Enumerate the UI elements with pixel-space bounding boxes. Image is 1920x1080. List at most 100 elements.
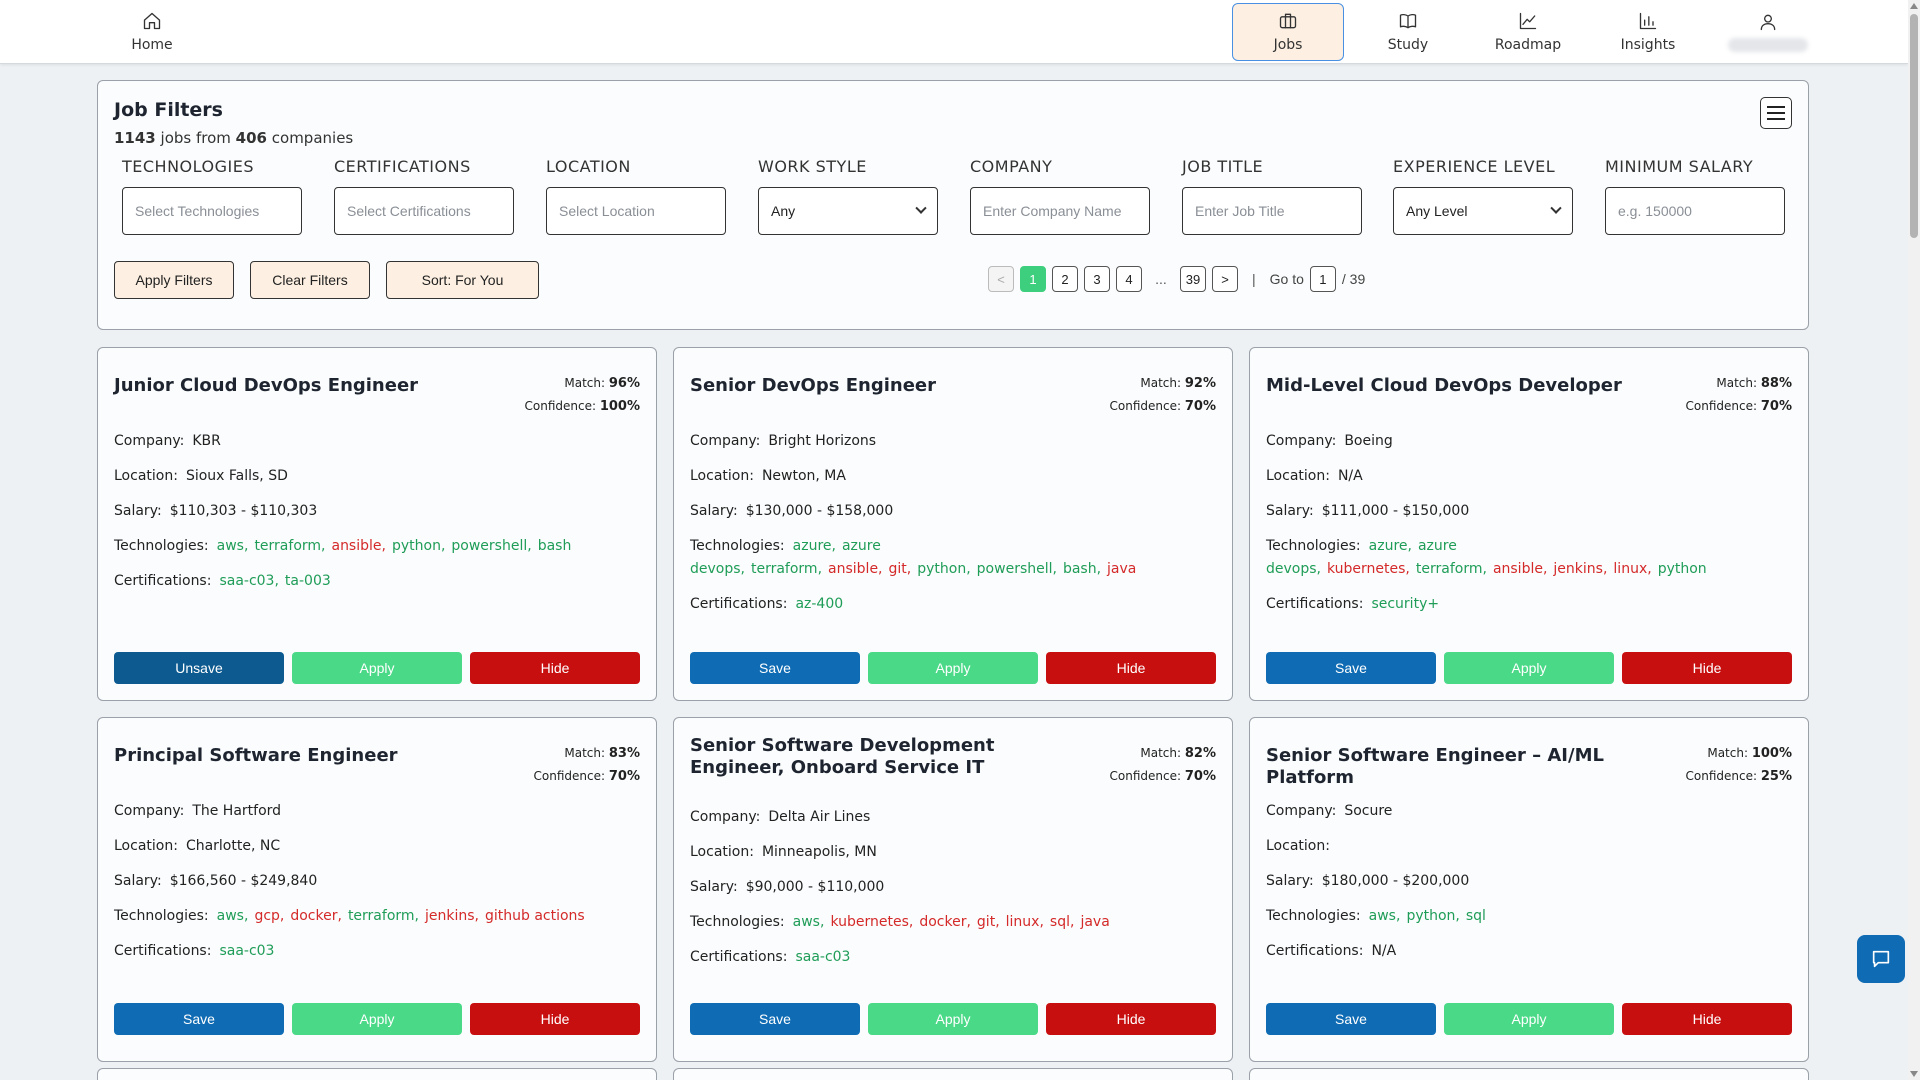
salary-input[interactable]: e.g. 150000 (1605, 187, 1785, 235)
page-button-2[interactable]: 2 (1052, 266, 1078, 292)
page-button-4[interactable]: 4 (1116, 266, 1142, 292)
experience-select[interactable]: Any Level (1393, 187, 1573, 235)
match-value: 100% (1751, 746, 1792, 761)
match-score: Match: 96% (525, 372, 640, 395)
hide-button[interactable]: Hide (470, 652, 640, 684)
certifications-input[interactable]: Select Certifications (334, 187, 514, 235)
nav-roadmap[interactable]: Roadmap (1472, 3, 1584, 61)
certifications-label: CERTIFICATIONS (334, 157, 471, 176)
confidence-value: 70% (1184, 399, 1216, 414)
job-company-value: The Hartford (192, 803, 282, 819)
location-field: LOCATION Select Location (546, 157, 726, 235)
salary-label: MINIMUM SALARY (1605, 157, 1754, 176)
apply-button[interactable]: Apply (868, 1003, 1038, 1035)
work-style-select[interactable]: Any (758, 187, 938, 235)
job-company-value: Boeing (1344, 433, 1393, 449)
job-title[interactable]: Principal Software Engineer (114, 745, 398, 766)
experience-field: EXPERIENCE LEVEL Any Level (1393, 157, 1573, 235)
job-title[interactable]: Senior DevOps Engineer (690, 375, 936, 396)
match-value: 92% (1184, 376, 1216, 391)
match-score: Match: 92% (1110, 372, 1216, 395)
location-input[interactable]: Select Location (546, 187, 726, 235)
job-technologies: Technologies: aws, terraform, ansible, pytho… (114, 535, 642, 558)
nav-insights[interactable]: Insights (1592, 3, 1704, 61)
save-button[interactable]: Save (1266, 1003, 1436, 1035)
job-company-value: KBR (192, 433, 221, 449)
hide-button[interactable]: Hide (470, 1003, 640, 1035)
technology-tag: sql, (1049, 914, 1075, 930)
clear-filters-button[interactable]: Clear Filters (250, 261, 370, 299)
technology-tag: python, (391, 538, 446, 554)
prev-page-button[interactable]: < (988, 266, 1014, 292)
page-button-1[interactable]: 1 (1020, 266, 1046, 292)
scroll-down-arrow-icon[interactable] (1910, 1071, 1918, 1077)
confidence-score: Confidence: 100% (525, 395, 641, 418)
technologies-label: Technologies: (690, 914, 785, 930)
match-label: Match: (1716, 376, 1761, 390)
save-button[interactable]: Save (690, 652, 860, 684)
scroll-thumb[interactable] (1910, 14, 1918, 238)
hide-button[interactable]: Hide (1046, 652, 1216, 684)
job-card-partial (97, 1068, 657, 1080)
technology-tag: aws, (792, 914, 825, 930)
job-title-input[interactable]: Enter Job Title (1182, 187, 1362, 235)
apply-button[interactable]: Apply (292, 652, 462, 684)
company-input[interactable]: Enter Company Name (970, 187, 1150, 235)
save-button[interactable]: Save (1266, 652, 1436, 684)
confidence-label: Confidence: (524, 399, 600, 413)
technology-tag: git, (888, 561, 912, 577)
technology-tag: python (1657, 561, 1707, 577)
goto-page-input[interactable]: 1 (1309, 266, 1336, 292)
confidence-value: 70% (608, 769, 640, 784)
nav-profile[interactable] (1712, 3, 1824, 61)
job-location-value: N/A (1337, 468, 1363, 484)
technology-tag: python, (1406, 908, 1460, 924)
nav-home-label: Home (131, 37, 173, 53)
job-salary-label: Salary: (1266, 873, 1314, 889)
job-title[interactable]: Mid-Level Cloud DevOps Developer (1266, 375, 1622, 396)
job-technologies: Technologies: aws, gcp, docker, terraform, je… (114, 905, 642, 928)
job-title[interactable]: Senior Software Development Engineer, On… (690, 735, 995, 778)
save-button[interactable]: Save (690, 1003, 860, 1035)
match-label: Match: (564, 376, 609, 390)
match-value: 82% (1184, 746, 1216, 761)
technologies-field: TECHNOLOGIES Select Technologies (122, 157, 302, 235)
hide-button[interactable]: Hide (1622, 652, 1792, 684)
menu-button[interactable] (1760, 97, 1792, 129)
confidence-value: 25% (1760, 769, 1792, 784)
job-title[interactable]: Junior Cloud DevOps Engineer (114, 375, 419, 396)
unsave-button[interactable]: Unsave (114, 652, 284, 684)
page-button-last[interactable]: 39 (1180, 266, 1206, 292)
job-salary: Salary: $130,000 - $158,000 (690, 500, 1218, 523)
apply-button[interactable]: Apply (292, 1003, 462, 1035)
nav-home[interactable]: Home (96, 3, 208, 61)
job-location-value: Sioux Falls, SD (185, 468, 288, 484)
job-location: Location: Sioux Falls, SD (114, 465, 642, 488)
pagination-separator: | (1252, 271, 1256, 287)
job-company-value: Delta Air Lines (768, 809, 871, 825)
nav-jobs[interactable]: Jobs (1232, 3, 1344, 61)
nav-study[interactable]: Study (1352, 3, 1464, 61)
hide-button[interactable]: Hide (1622, 1003, 1792, 1035)
chat-button[interactable] (1857, 935, 1905, 983)
technologies-input[interactable]: Select Technologies (122, 187, 302, 235)
page-button-3[interactable]: 3 (1084, 266, 1110, 292)
pagination-ellipsis: ... (1155, 271, 1167, 287)
job-salary-label: Salary: (1266, 503, 1314, 519)
apply-button[interactable]: Apply (868, 652, 1038, 684)
hide-button[interactable]: Hide (1046, 1003, 1216, 1035)
apply-button[interactable]: Apply (1444, 1003, 1614, 1035)
apply-filters-button[interactable]: Apply Filters (114, 261, 234, 299)
sort-button[interactable]: Sort: For You (386, 261, 539, 299)
page-scrollbar[interactable] (1908, 0, 1920, 1080)
match-score: Match: 82% (1110, 742, 1216, 765)
work-style-value: Any (771, 203, 796, 219)
job-salary-value: $166,560 - $249,840 (169, 873, 318, 889)
total-pages: / 39 (1341, 271, 1366, 287)
job-scores: Match: 82% Confidence: 70% (1110, 742, 1216, 788)
apply-button[interactable]: Apply (1444, 652, 1614, 684)
next-page-button[interactable]: > (1212, 266, 1238, 292)
job-title[interactable]: Senior Software Engineer – AI/ML Platfor… (1266, 745, 1604, 788)
save-button[interactable]: Save (114, 1003, 284, 1035)
scroll-up-arrow-icon[interactable] (1910, 3, 1918, 9)
